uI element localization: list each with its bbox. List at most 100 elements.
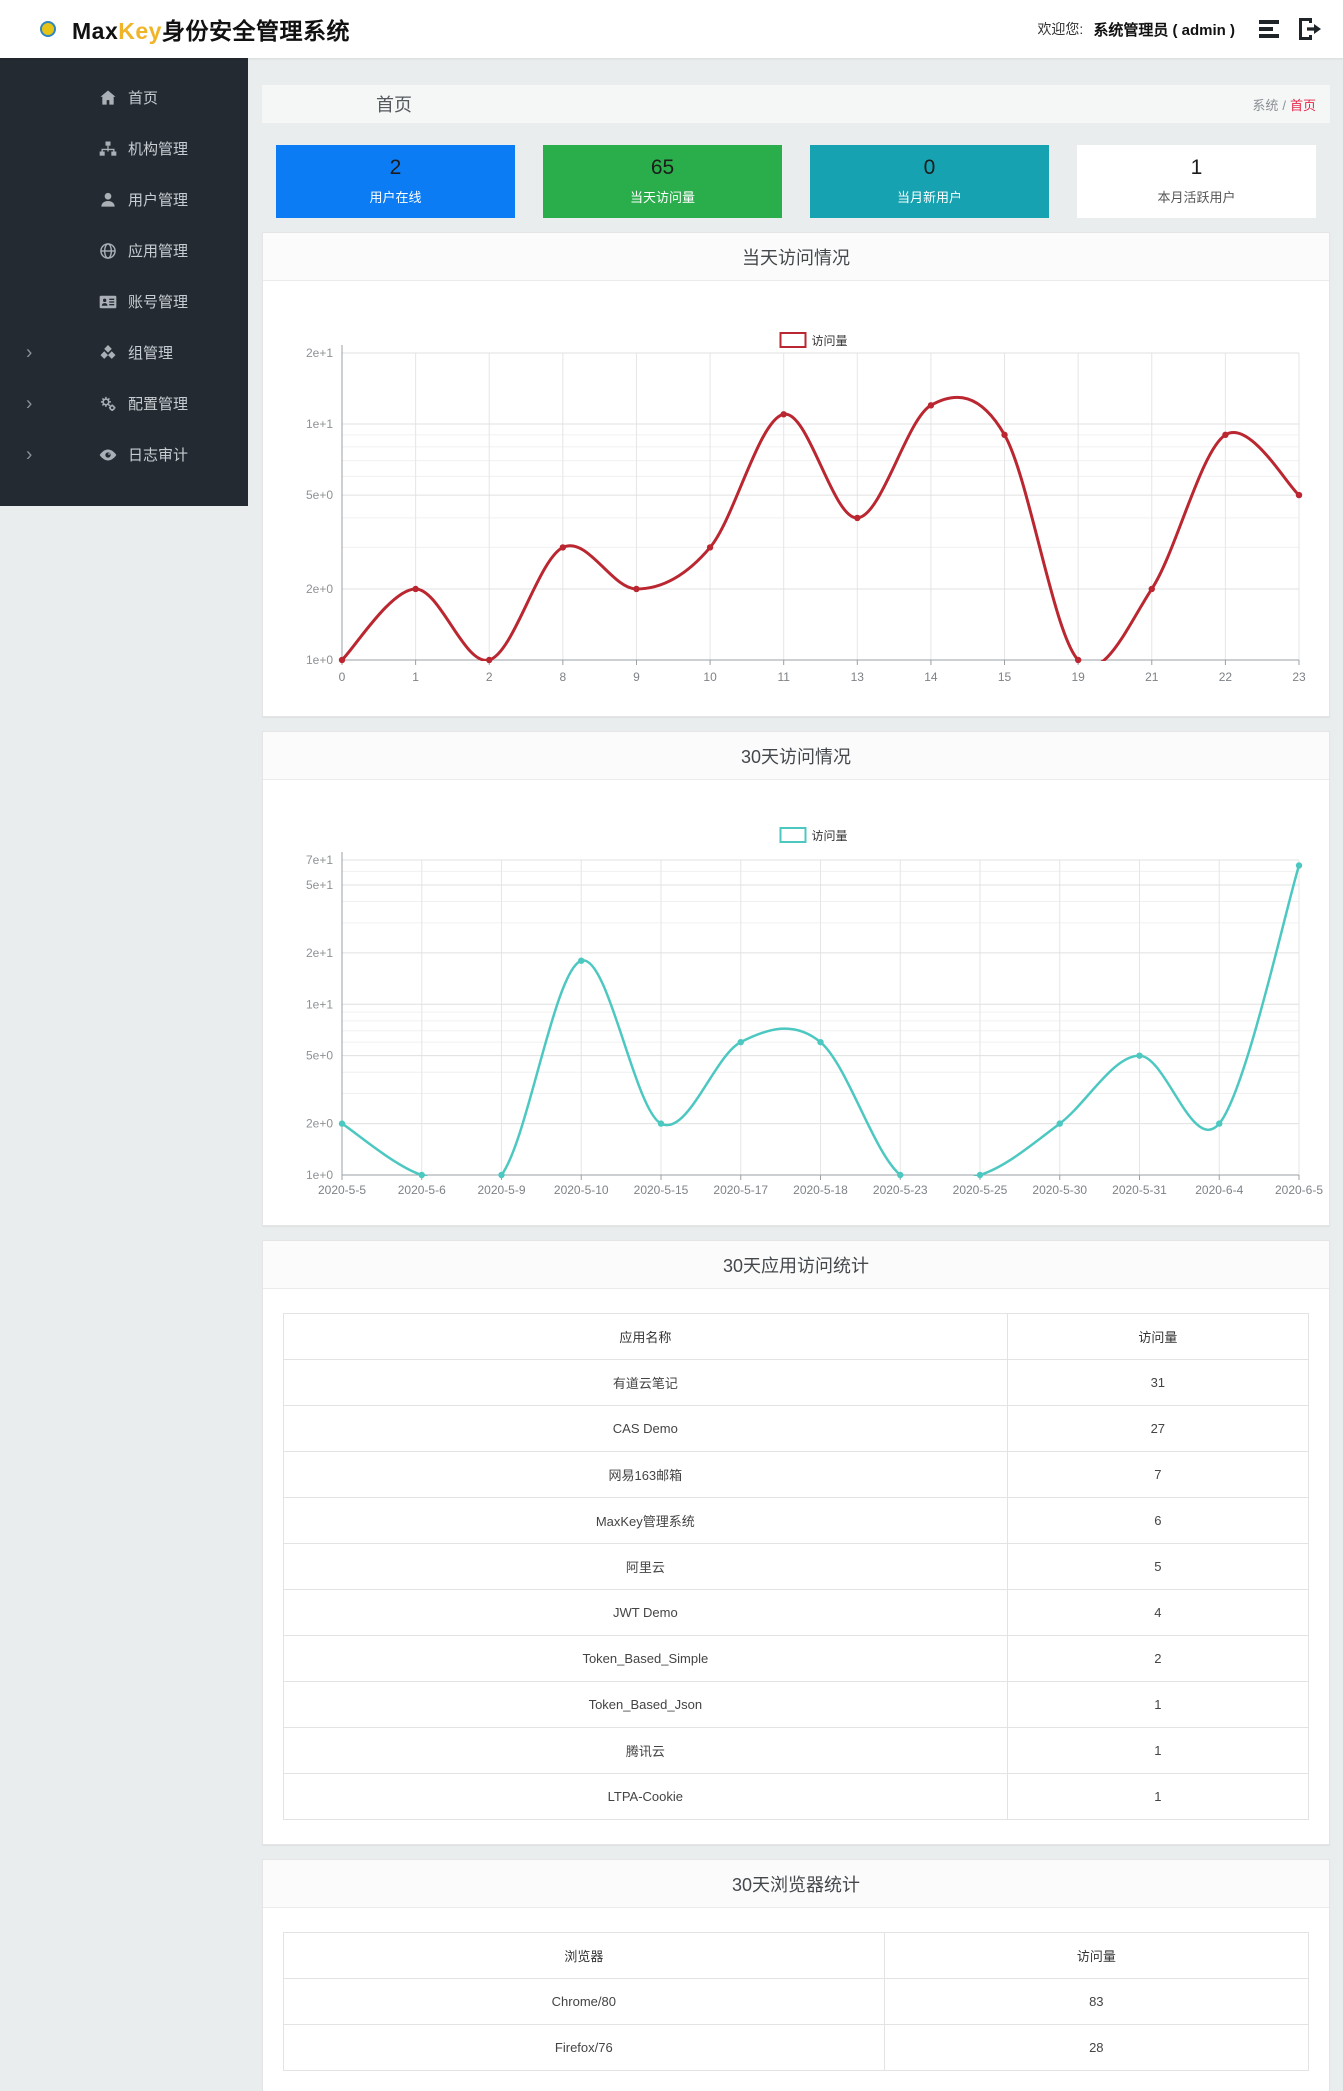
stat-card-0: 2 用户在线 (276, 145, 515, 218)
home-icon (100, 90, 116, 105)
sidebar-item-6[interactable]: › 配置管理 (0, 378, 248, 429)
stat-label: 当月新用户 (896, 190, 962, 205)
svg-text:19: 19 (1071, 670, 1085, 684)
brand-logo: MaxKey身份安全管理系统 (30, 11, 350, 47)
table-row: CAS Demo 27 (283, 1405, 1310, 1452)
svg-text:2: 2 (486, 670, 493, 684)
logout-icon[interactable] (1295, 15, 1325, 43)
svg-text:2020-5-15: 2020-5-15 (634, 1183, 689, 1197)
stat-card-3: 1 本月活跃用户 (1077, 145, 1316, 218)
column-header: 访问量 (883, 1932, 1310, 1979)
app-visits-table: 应用名称 访问量 有道云笔记 31 CAS Demo 27 网易163邮箱 7 MaxKey… (283, 1313, 1310, 1820)
table-cell-name: Firefox/76 (283, 2024, 885, 2071)
svg-text:2020-5-30: 2020-5-30 (1032, 1183, 1087, 1197)
browser-stats-table-card: 30天浏览器统计 浏览器 访问量 Chrome/80 83 Firefox/76 28 (262, 1859, 1330, 2091)
sidebar-item-7[interactable]: › 日志审计 (0, 429, 248, 480)
table-cell-value: 6 (1006, 1497, 1310, 1544)
browser-stats-table: 浏览器 访问量 Chrome/80 83 Firefox/76 28 (283, 1932, 1310, 2071)
table-title: 30天浏览器统计 (731, 1874, 861, 1895)
chart-title: 当天访问情况 (742, 247, 850, 268)
user-icon (101, 192, 115, 207)
card-header: 30天访问情况 (263, 732, 1329, 780)
table-cell-name: MaxKey管理系统 (283, 1497, 1008, 1544)
sidebar-item-3[interactable]: 应用管理 (0, 225, 248, 276)
sidebar-item-label: 首页 (128, 90, 159, 107)
svg-text:2020-5-31: 2020-5-31 (1112, 1183, 1167, 1197)
svg-text:2020-6-5: 2020-6-5 (1275, 1183, 1323, 1197)
sidebar-item-5[interactable]: › 组管理 (0, 327, 248, 378)
svg-text:1e+0: 1e+0 (306, 1168, 333, 1182)
svg-text:2020-5-9: 2020-5-9 (477, 1183, 525, 1197)
table-row: 有道云笔记 31 (283, 1359, 1310, 1406)
app-visits-table-card: 30天应用访问统计 应用名称 访问量 有道云笔记 31 CAS Demo 27 网易16… (262, 1240, 1330, 1845)
table-row: MaxKey管理系统 6 (283, 1497, 1310, 1544)
table-row: Firefox/76 28 (283, 2024, 1310, 2071)
stat-value: 1 (1190, 156, 1203, 179)
table-row: 阿里云 5 (283, 1543, 1310, 1590)
stat-cards-row: 2 用户在线 65 当天访问量 0 当月新用户 1 本月活跃用户 (262, 145, 1330, 218)
stat-card-2: 0 当月新用户 (810, 145, 1049, 218)
legend-item[interactable]: 访问量 (779, 332, 848, 348)
table-cell-name: LTPA-Cookie (283, 1773, 1008, 1820)
stat-card-1: 65 当天访问量 (543, 145, 782, 218)
table-cell-name: Token_Based_Json (283, 1681, 1008, 1728)
table-cell-value: 27 (1006, 1405, 1310, 1452)
table-cell-name: 阿里云 (283, 1543, 1008, 1590)
welcome-label: 欢迎您: (1037, 21, 1084, 37)
app-title: MaxKey身份安全管理系统 (72, 18, 350, 44)
svg-text:1e+1: 1e+1 (306, 417, 333, 431)
svg-text:2e+0: 2e+0 (306, 1117, 333, 1131)
breadcrumb-system-link[interactable]: 系统 (1252, 97, 1279, 113)
app-header: MaxKey身份安全管理系统 欢迎您: 系统管理员 ( admin ) (0, 0, 1343, 58)
column-header: 访问量 (1006, 1313, 1310, 1360)
stat-value: 2 (389, 156, 402, 179)
svg-text:9: 9 (633, 670, 640, 684)
stat-value: 65 (650, 156, 675, 179)
card-header: 30天应用访问统计 (263, 1241, 1329, 1289)
svg-text:2e+1: 2e+1 (306, 946, 333, 960)
column-header: 应用名称 (283, 1313, 1008, 1360)
chevron-right-icon: › (26, 342, 33, 363)
table-cell-name: CAS Demo (283, 1405, 1008, 1452)
sidebar-item-1[interactable]: 机构管理 (0, 123, 248, 174)
stat-label: 当天访问量 (629, 190, 695, 205)
svg-text:10: 10 (703, 670, 717, 684)
menu-list-icon[interactable] (1255, 15, 1285, 43)
svg-text:2020-5-6: 2020-5-6 (398, 1183, 446, 1197)
sidebar-item-4[interactable]: 账号管理 (0, 276, 248, 327)
sidebar-item-label: 配置管理 (128, 396, 189, 413)
gears-icon (100, 396, 116, 411)
svg-text:8: 8 (560, 670, 567, 684)
breadcrumb-current-link[interactable]: 首页 (1289, 97, 1316, 113)
table-cell-name: 网易163邮箱 (283, 1451, 1008, 1498)
svg-text:2e+0: 2e+0 (306, 582, 333, 596)
stat-value: 0 (923, 156, 936, 179)
sidebar-item-label: 用户管理 (128, 192, 189, 209)
svg-text:13: 13 (851, 670, 865, 684)
svg-text:5e+0: 5e+0 (306, 488, 333, 502)
table-cell-value: 1 (1006, 1727, 1310, 1774)
chevron-right-icon: › (26, 444, 33, 465)
svg-text:访问量: 访问量 (812, 829, 848, 843)
table-row: LTPA-Cookie 1 (283, 1773, 1310, 1820)
svg-text:1: 1 (412, 670, 419, 684)
sidebar-item-2[interactable]: 用户管理 (0, 174, 248, 225)
svg-text:2020-5-17: 2020-5-17 (713, 1183, 768, 1197)
breadcrumb: 系统 / 首页 (1252, 95, 1316, 114)
table-cell-value: 28 (883, 2024, 1310, 2071)
svg-text:0: 0 (339, 670, 346, 684)
sidebar-item-label: 组管理 (128, 345, 174, 362)
eye-icon (99, 449, 117, 460)
id-card-icon (99, 295, 117, 308)
table-header-row: 应用名称 访问量 (283, 1313, 1310, 1360)
table-cell-value: 7 (1006, 1451, 1310, 1498)
svg-text:23: 23 (1292, 670, 1306, 684)
chart-title: 30天访问情况 (740, 746, 852, 767)
cubes-icon (100, 344, 116, 359)
svg-text:7e+1: 7e+1 (306, 853, 333, 867)
sidebar-item-label: 账号管理 (128, 294, 189, 311)
card-header: 当天访问情况 (263, 233, 1329, 281)
stat-label: 本月活跃用户 (1157, 190, 1236, 205)
sidebar-item-0[interactable]: 首页 (0, 72, 248, 123)
legend-item[interactable]: 访问量 (779, 827, 848, 843)
